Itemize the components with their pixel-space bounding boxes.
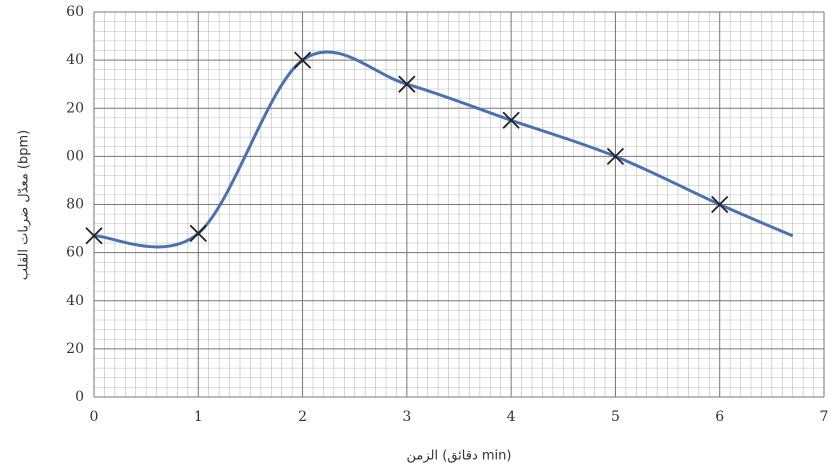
marker-stroke: [398, 75, 416, 93]
x-tick-label: 7: [820, 409, 829, 425]
x-marker: [606, 147, 625, 166]
x-marker: [85, 227, 103, 245]
y-axis-title: معدّل ضربات القلب (bpm): [17, 130, 32, 280]
marker-stroke: [502, 111, 520, 129]
marker-stroke: [293, 51, 312, 69]
y-tick-label: 60: [66, 4, 84, 20]
y-tick-label: 60: [66, 245, 84, 261]
x-tick-label: 2: [298, 409, 307, 425]
x-marker: [398, 75, 416, 93]
marker-stroke: [711, 195, 729, 214]
y-tick-label: 00: [66, 148, 84, 164]
marker-stroke: [189, 224, 207, 243]
x-tick-label: 6: [715, 409, 724, 425]
y-tick-label: 20: [66, 341, 84, 357]
x-tick-label: 5: [611, 409, 620, 425]
line: [93, 50, 794, 249]
y-tick-label: 0: [75, 389, 84, 405]
marker-stroke: [606, 147, 625, 166]
x-tick-label: 3: [402, 409, 411, 425]
y-tick-label: 40: [66, 293, 84, 309]
y-tick-label: 20: [66, 100, 84, 116]
y-tick-label: 80: [66, 197, 84, 213]
x-marker: [189, 224, 207, 243]
y-tick-label: 40: [66, 52, 84, 68]
marker-stroke: [85, 227, 103, 245]
x-tick-label: 0: [90, 409, 99, 425]
x-marker: [711, 195, 729, 214]
x-marker: [293, 51, 312, 69]
x-marker: [502, 111, 520, 129]
x-tick-label: 4: [507, 409, 516, 425]
x-axis-title: الزمن (دقائق min): [407, 449, 512, 464]
x-tick-label: 1: [194, 409, 203, 425]
